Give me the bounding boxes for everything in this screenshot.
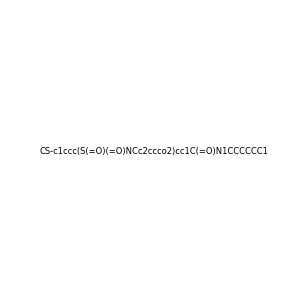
- Text: CS-c1ccc(S(=O)(=O)NCc2ccco2)cc1C(=O)N1CCCCCC1: CS-c1ccc(S(=O)(=O)NCc2ccco2)cc1C(=O)N1CC…: [39, 147, 268, 156]
